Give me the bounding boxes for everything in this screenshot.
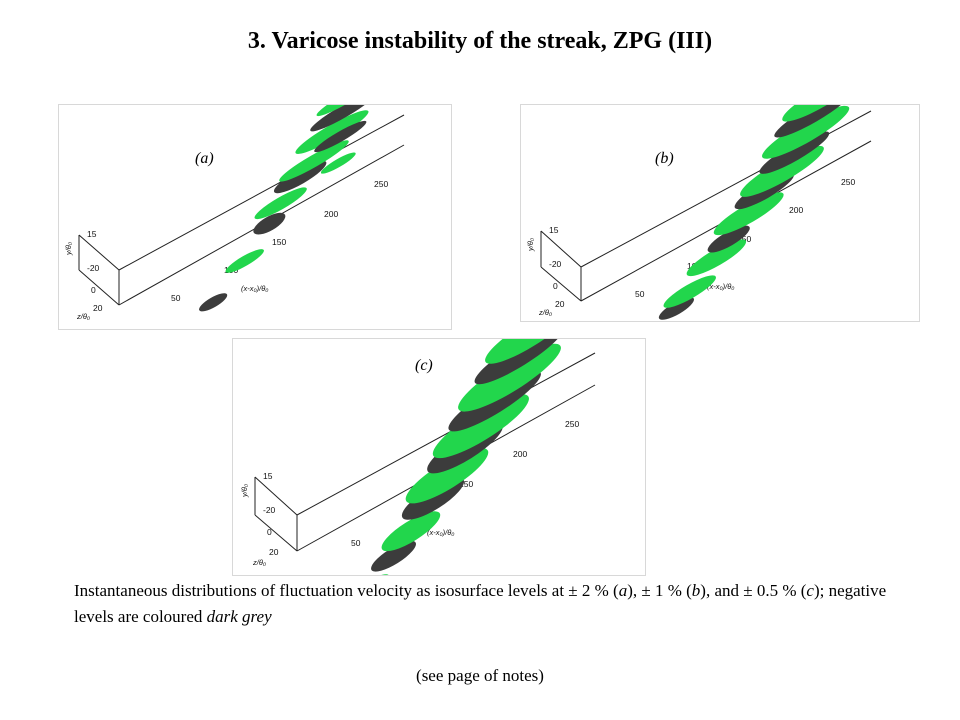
positive-isosurface bbox=[740, 145, 824, 197]
caption-c: c bbox=[806, 581, 814, 600]
negative-isosurface bbox=[759, 131, 830, 174]
negative-isosurface bbox=[273, 160, 327, 194]
positive-isosurface bbox=[279, 140, 349, 182]
negative-isosurface bbox=[314, 120, 367, 153]
isosurface-plot-b: 50 100 150 200 250 (x-x₀)/θ₀ 15 y/θ₀ -20… bbox=[526, 105, 872, 320]
z-tick-label: 20 bbox=[555, 299, 565, 309]
x-tick-label: 250 bbox=[565, 419, 579, 429]
isosurfaces-c bbox=[358, 339, 575, 575]
positive-isosurface bbox=[686, 239, 747, 277]
negative-isosurface bbox=[253, 212, 286, 235]
positive-isosurface bbox=[320, 152, 356, 174]
z-axis-label: z/θ₀ bbox=[252, 558, 266, 567]
z-tick-label: -20 bbox=[549, 259, 562, 269]
z-tick-label: 0 bbox=[91, 285, 96, 295]
caption-text: Instantaneous distributions of fluctuati… bbox=[74, 581, 619, 600]
x-tick-label: 150 bbox=[272, 237, 286, 247]
positive-isosurface bbox=[663, 275, 716, 308]
x-tick-label: 200 bbox=[513, 449, 527, 459]
isosurfaces-b bbox=[658, 105, 859, 320]
x-axis-label: (x-x₀)/θ₀ bbox=[241, 284, 268, 293]
panel-label-b: (b) bbox=[655, 150, 674, 167]
isosurface-plot-c: 50 100 150 200 250 (x-x₀)/θ₀ 15 y/θ₀ -20… bbox=[240, 339, 596, 575]
x-tick-label: 200 bbox=[789, 205, 803, 215]
figure-panel-a: 50 100 150 200 250 (x-x₀)/θ₀ 15 y/θ₀ -20… bbox=[58, 104, 452, 330]
z-axis-label: z/θ₀ bbox=[76, 312, 90, 321]
x-axis-label: (x-x₀)/θ₀ bbox=[707, 282, 734, 291]
x-tick-label: 150 bbox=[737, 234, 751, 244]
axes-a: 50 100 150 200 250 (x-x₀)/θ₀ 15 y/θ₀ -20… bbox=[64, 114, 405, 321]
positive-isosurface bbox=[225, 249, 264, 273]
panel-label-a: (a) bbox=[195, 150, 214, 167]
x-tick-label: 250 bbox=[374, 179, 388, 189]
slide-title: 3. Varicose instability of the streak, Z… bbox=[247, 28, 713, 54]
positive-isosurface bbox=[405, 447, 489, 504]
figure-caption: Instantaneous distributions of fluctuati… bbox=[74, 578, 904, 630]
negative-isosurface bbox=[371, 540, 416, 572]
negative-isosurface bbox=[707, 225, 750, 253]
z-tick-label: -20 bbox=[263, 505, 276, 515]
caption-emphasis: dark grey bbox=[206, 607, 272, 626]
x-tick-label: 50 bbox=[635, 289, 645, 299]
x-tick-label: 50 bbox=[171, 293, 181, 303]
y-tick-label: 15 bbox=[263, 471, 273, 481]
caption-text: ); negative levels are coloured bbox=[74, 581, 887, 626]
x-tick-label: 50 bbox=[351, 538, 361, 548]
panel-label-c: (c) bbox=[415, 357, 433, 374]
y-tick-label: 15 bbox=[87, 229, 97, 239]
negative-isosurface bbox=[774, 105, 851, 138]
figure-panel-c: 50 100 150 200 250 (x-x₀)/θ₀ 15 y/θ₀ -20… bbox=[232, 338, 646, 576]
positive-isosurface bbox=[432, 394, 529, 459]
z-tick-label: 0 bbox=[553, 281, 558, 291]
y-axis-label: y/θ₀ bbox=[526, 238, 535, 252]
negative-isosurface bbox=[310, 105, 377, 132]
caption-b: b bbox=[691, 581, 701, 600]
positive-isosurface bbox=[713, 192, 784, 236]
x-tick-label: 200 bbox=[324, 209, 338, 219]
x-tick-label: 150 bbox=[459, 479, 473, 489]
positive-isosurface bbox=[254, 187, 307, 220]
y-axis-label: y/θ₀ bbox=[240, 484, 249, 498]
y-axis-label: y/θ₀ bbox=[64, 242, 73, 256]
positive-isosurface bbox=[381, 511, 441, 552]
positive-isosurface bbox=[295, 110, 369, 154]
caption-a: a bbox=[618, 581, 628, 600]
positive-isosurface bbox=[782, 105, 859, 122]
isosurface-plot-a: 50 100 150 200 250 (x-x₀)/θ₀ 15 y/θ₀ -20… bbox=[64, 105, 405, 321]
x-axis-label: (x-x₀)/θ₀ bbox=[427, 528, 454, 537]
y-tick-label: 15 bbox=[549, 225, 559, 235]
figure-panel-b: 50 100 150 200 250 (x-x₀)/θ₀ 15 y/θ₀ -20… bbox=[520, 104, 920, 322]
caption-text: ), and ± 0.5 % ( bbox=[700, 581, 807, 600]
z-tick-label: 20 bbox=[93, 303, 103, 313]
isosurfaces-a bbox=[199, 105, 378, 312]
z-axis-label: z/θ₀ bbox=[538, 308, 552, 317]
caption-text: ), ± 1 % ( bbox=[627, 581, 692, 600]
negative-isosurface bbox=[199, 293, 228, 312]
positive-isosurface bbox=[485, 339, 575, 364]
positive-isosurface bbox=[762, 105, 850, 159]
positive-isosurface bbox=[458, 343, 561, 412]
x-tick-label: 250 bbox=[841, 177, 855, 187]
z-tick-label: 20 bbox=[269, 547, 279, 557]
z-tick-label: 0 bbox=[267, 527, 272, 537]
z-tick-label: -20 bbox=[87, 263, 100, 273]
notes-reference: (see page of notes) bbox=[416, 666, 544, 685]
negative-isosurface bbox=[658, 297, 694, 320]
positive-isosurface bbox=[316, 105, 378, 117]
